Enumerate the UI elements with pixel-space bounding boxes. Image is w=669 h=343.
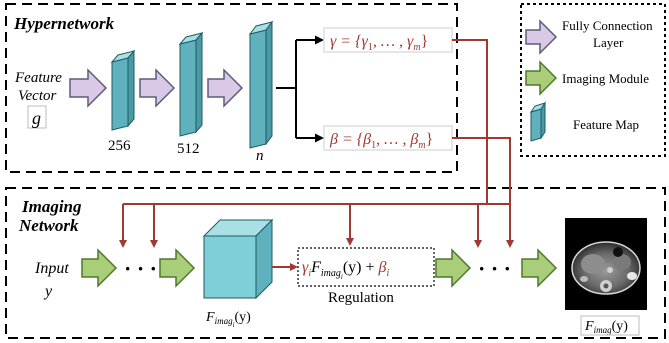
regulation-arg: (y) + [343,259,379,276]
beta-set-lhs: β = {β [329,131,371,148]
legend-imaging-arrow-icon [525,60,558,96]
legend-fc-label-2: Layer [593,35,624,50]
imaging-arrow-3 [435,248,472,288]
regulation-F-subsub: i [341,273,343,281]
beta-set-end: } [426,131,434,148]
regulation-F-sub: imag [321,268,341,279]
imaging-feature-map-cube [202,218,274,300]
gamma-set-box [323,27,453,53]
imaging-arrow-4 [521,248,558,288]
regulation-box [297,247,435,287]
output-label-box [580,315,640,336]
regulation-beta: β [378,259,387,276]
feature-map-layer-n [248,20,274,149]
gamma-set-subm: m [413,42,420,53]
layer-size-512: 512 [177,141,200,157]
imaging-arrow-1 [81,248,118,288]
branch-connector [276,40,297,138]
ellipsis-1: · · · [124,256,157,281]
imaging-network-box [5,187,666,339]
beta-set-sub1: 1 [371,140,376,151]
beta-set-subm: m [418,140,425,151]
cube-label-sub: imag [215,316,234,326]
feature-vector-label-1: Feature [14,70,62,86]
imaging-input-label-2: y [43,283,53,300]
legend-feature-map-icon [529,101,547,142]
regulation-gamma: γ [302,259,309,276]
ct-scan-image [565,218,647,310]
beta-feedback-line [452,137,511,204]
layer-size-256: 256 [108,138,131,154]
regulation-F: F [310,259,321,276]
legend-box [520,3,666,157]
regulation-formula: γiFimagi(y) + βi [302,259,389,281]
output-label-sub: imag [594,325,613,335]
gamma-set: γ = {γ1, … , γm} [330,33,428,53]
legend-fc-arrow-icon [525,19,558,55]
regulation-label: Regulation [328,290,394,306]
feature-vector-label-2: Vector [18,88,56,104]
cube-label-arg: (y) [235,310,252,325]
imaging-arrow-2 [159,248,196,288]
imaging-input-label-1: Input [34,260,69,277]
fc-arrow-2 [139,68,176,108]
legend-feature-map-label: Feature Map [573,117,639,132]
gamma-set-sub1: 1 [368,42,373,53]
beta-set-mid: , … , β [376,131,418,148]
imaging-network-title-2: Network [18,216,79,235]
legend-imaging-label: Imaging Module [562,71,649,86]
output-label-arg: (y) [612,319,629,334]
gamma-set-mid: , … , γ [373,33,414,50]
gamma-feedback-line [452,39,488,204]
feature-vector-symbol-box [27,105,47,129]
regulation-gamma-sub: i [308,268,311,279]
legend-fc-label-1: Fully Connection [562,18,653,33]
hypernetwork-box [5,3,458,173]
fc-arrow-3 [207,68,244,108]
beta-set-box [323,125,453,151]
cube-label-subsub: i [233,321,235,329]
feature-map-layer-256 [110,49,136,131]
layer-size-n: n [256,148,264,164]
regulation-beta-sub: i [386,268,389,279]
cube-label: Fimagi(y) [205,310,251,329]
output-label: Fimag(y) [584,319,628,335]
feature-map-layer-512 [178,31,204,137]
hypernetwork-title: Hypernetwork [13,14,115,33]
ellipsis-2: · · · [478,256,511,281]
fc-arrow-1 [69,68,108,108]
gamma-set-lhs: γ = {γ [330,33,369,50]
imaging-network-title-1: Imaging [21,197,82,216]
output-label-main: F [584,319,594,334]
beta-set: β = {β1, … , βm} [329,131,433,151]
feature-vector-symbol: g [32,108,41,128]
cube-label-main: F [205,310,215,325]
gamma-set-end: } [421,33,429,50]
